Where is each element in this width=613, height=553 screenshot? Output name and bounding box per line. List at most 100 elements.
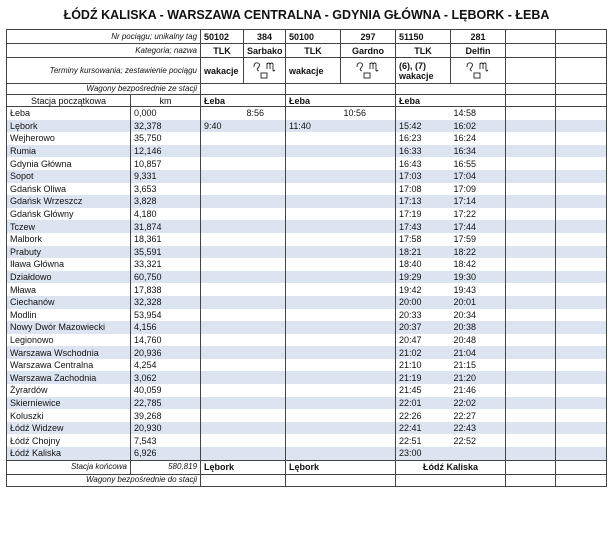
departure: 18:22 bbox=[450, 245, 507, 259]
empty bbox=[555, 371, 608, 385]
row: Warszawa Zachodnia 3,062 21:19 21:20 bbox=[6, 371, 608, 385]
empty bbox=[555, 358, 608, 372]
arrival bbox=[285, 421, 341, 435]
arrival: 20:47 bbox=[395, 333, 451, 347]
station-name: Legionowo bbox=[6, 333, 131, 347]
station-name: Warszawa Centralna bbox=[6, 358, 131, 372]
empty bbox=[395, 473, 507, 487]
end-station: Lębork bbox=[285, 459, 397, 475]
train-tag: 384 bbox=[243, 29, 287, 44]
arrival: 20:37 bbox=[395, 321, 451, 334]
arrival: 19:29 bbox=[395, 270, 451, 284]
departure bbox=[340, 270, 397, 284]
departure bbox=[243, 132, 287, 145]
station-km: 31,874 bbox=[129, 220, 202, 233]
departure bbox=[340, 207, 397, 221]
empty bbox=[555, 295, 608, 309]
arrival bbox=[200, 157, 244, 170]
arrival bbox=[285, 384, 341, 397]
row: Gdańsk Wrzeszcz 3,828 17:13 17:14 bbox=[6, 195, 608, 208]
departure bbox=[243, 434, 287, 448]
arrival: 21:10 bbox=[395, 358, 451, 372]
empty bbox=[285, 83, 397, 95]
empty bbox=[505, 371, 557, 385]
departure: 22:27 bbox=[450, 409, 507, 422]
empty bbox=[555, 346, 608, 359]
empty bbox=[505, 94, 557, 107]
departure bbox=[340, 421, 397, 435]
station-name: Tczew bbox=[6, 220, 131, 233]
departure bbox=[340, 283, 397, 296]
empty bbox=[505, 434, 557, 448]
row: Wejherowo 35,750 16:23 16:24 bbox=[6, 132, 608, 145]
arrival bbox=[285, 106, 341, 120]
arrival: 15:42 bbox=[395, 119, 451, 133]
station-km: 40,059 bbox=[129, 384, 202, 397]
row: Nr pociągu; unikalny tag 50102 384 50100 297… bbox=[5, 29, 608, 44]
row-label: Kategoria; nazwa bbox=[5, 43, 202, 58]
departure bbox=[243, 333, 287, 347]
departure bbox=[243, 321, 287, 334]
arrival bbox=[200, 169, 244, 183]
station-name: Wejherowo bbox=[6, 132, 131, 145]
arrival bbox=[285, 333, 341, 347]
empty bbox=[200, 83, 287, 95]
arrival bbox=[200, 384, 244, 397]
empty bbox=[555, 396, 608, 410]
row: Żyrardów 40,059 21:45 21:46 bbox=[6, 384, 608, 397]
empty bbox=[505, 83, 557, 95]
station-name: Warszawa Wschodnia bbox=[6, 346, 131, 359]
station-km: 4,180 bbox=[129, 207, 202, 221]
train-tag: 281 bbox=[450, 29, 507, 44]
row: Działdowo 60,750 19:29 19:30 bbox=[6, 270, 608, 284]
departure bbox=[340, 258, 397, 271]
departure: 17:59 bbox=[450, 232, 507, 246]
departure bbox=[340, 434, 397, 448]
empty bbox=[555, 434, 608, 448]
arrival bbox=[285, 207, 341, 221]
station-name: Żyrardów bbox=[6, 384, 131, 397]
station-name: Łódź Widzew bbox=[6, 421, 131, 435]
empty bbox=[555, 57, 608, 84]
train-number: 50100 bbox=[285, 29, 342, 44]
train-category: TLK bbox=[395, 43, 452, 58]
train-terms: (6), (7) wakacje bbox=[395, 57, 452, 84]
departure bbox=[340, 195, 397, 208]
departure bbox=[340, 119, 397, 133]
arrival: 9:40 bbox=[200, 119, 244, 133]
train-number: 51150 bbox=[395, 29, 452, 44]
departure bbox=[243, 169, 287, 183]
arrival: 22:01 bbox=[395, 396, 451, 410]
row: Modlin 53,954 20:33 20:34 bbox=[6, 308, 608, 322]
empty bbox=[505, 447, 557, 461]
arrival: 16:43 bbox=[395, 157, 451, 170]
empty bbox=[555, 169, 608, 183]
arrival bbox=[285, 220, 341, 233]
empty bbox=[555, 157, 608, 170]
empty bbox=[505, 29, 557, 44]
station-km: 12,146 bbox=[129, 144, 202, 158]
arrival bbox=[200, 396, 244, 410]
departure bbox=[243, 157, 287, 170]
arrival bbox=[200, 106, 244, 120]
station-name: Koluszki bbox=[6, 409, 131, 422]
departure bbox=[340, 371, 397, 385]
row: Prabuty 35,591 18:21 18:22 bbox=[6, 245, 608, 259]
departure bbox=[243, 220, 287, 233]
station-km: 3,653 bbox=[129, 182, 202, 196]
arrival: 23:00 bbox=[395, 447, 451, 461]
station-km: 22,785 bbox=[129, 396, 202, 410]
empty bbox=[555, 29, 608, 44]
empty bbox=[505, 283, 557, 296]
arrival: 18:40 bbox=[395, 258, 451, 271]
departure bbox=[243, 346, 287, 359]
row: Terminy kursowania; zestawienie pociągu w… bbox=[5, 57, 608, 84]
arrival bbox=[285, 258, 341, 271]
row: Łódź Kaliska 6,926 23:00 bbox=[6, 447, 608, 461]
arrival bbox=[200, 321, 244, 334]
station-name: Malbork bbox=[6, 232, 131, 246]
arrival: 20:00 bbox=[395, 295, 451, 309]
arrival bbox=[200, 207, 244, 221]
departure bbox=[243, 409, 287, 422]
departure: 22:02 bbox=[450, 396, 507, 410]
